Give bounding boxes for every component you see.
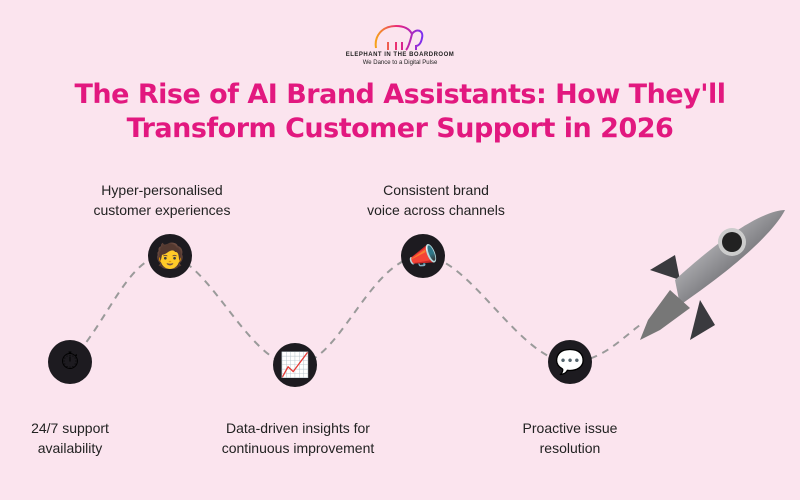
logo-name: ELEPHANT IN THE BOARDROOM xyxy=(345,52,455,58)
title-line-1: The Rise of AI Brand Assistants: How The… xyxy=(74,79,726,110)
megaphone-icon: 📣 xyxy=(401,234,445,278)
person-presenting-icon: 🧑 xyxy=(148,234,192,278)
title-line-2: Transform Customer Support in 2026 xyxy=(126,113,674,144)
stopwatch-icon: ⏱ xyxy=(48,340,92,384)
logo-tagline: We Dance to a Digital Pulse xyxy=(362,60,438,66)
step-label-support: 24/7 support availability xyxy=(31,420,109,456)
speech-bubbles-icon: 💬 xyxy=(548,340,592,384)
page-title: The Rise of AI Brand Assistants: How The… xyxy=(0,78,800,146)
step-label-brand-voice: Consistent brand voice across channels xyxy=(367,182,505,218)
chart-increasing-icon: 📈 xyxy=(273,343,317,387)
rocket-icon xyxy=(640,210,785,340)
elephant-logo xyxy=(374,24,424,51)
step-label-insights: Data-driven insights for continuous impro… xyxy=(221,420,375,456)
step-label-personalised: Hyper-personalised customer experiences xyxy=(93,182,231,218)
step-label-proactive: Proactive issue resolution xyxy=(522,420,618,456)
